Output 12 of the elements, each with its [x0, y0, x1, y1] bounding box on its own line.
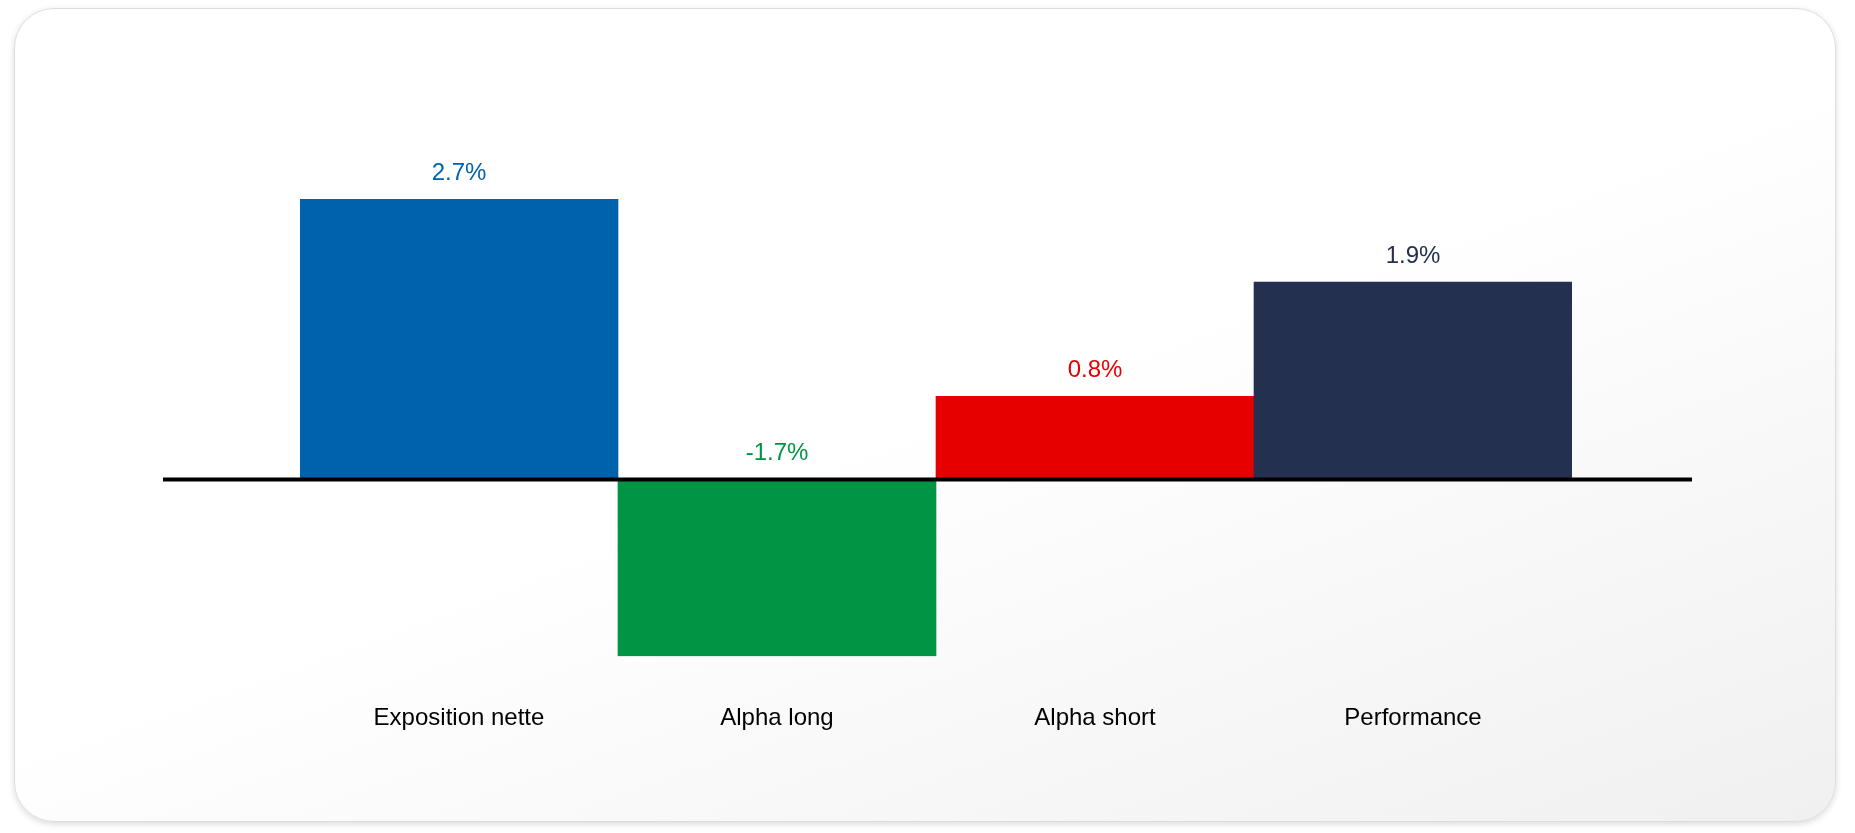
x-tick-label: Alpha short — [1034, 703, 1157, 731]
x-tick-label: Alpha long — [720, 703, 834, 731]
data-label: -1.7% — [745, 438, 809, 466]
bar — [300, 199, 619, 480]
data-label: 0.8% — [1067, 355, 1123, 383]
x-tick-label: Exposition nette — [373, 703, 545, 731]
bar — [935, 396, 1255, 480]
bar — [1253, 281, 1572, 480]
data-label: 1.9% — [1385, 240, 1441, 268]
bar — [617, 479, 937, 657]
x-tick-label: Performance — [1344, 703, 1482, 731]
data-label: 2.7% — [431, 157, 487, 185]
